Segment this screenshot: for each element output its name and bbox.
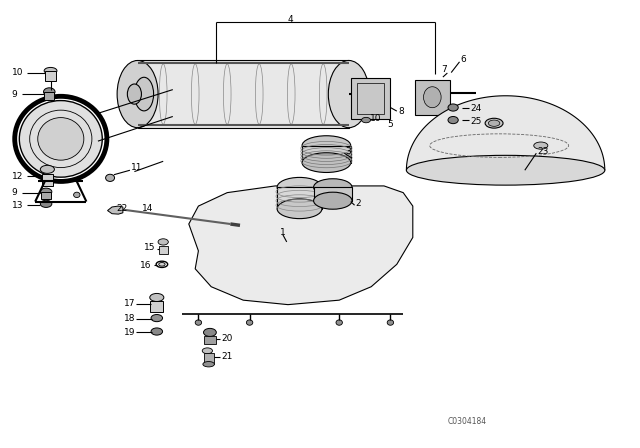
Ellipse shape — [74, 192, 80, 198]
Ellipse shape — [150, 293, 164, 302]
Text: 7: 7 — [442, 65, 447, 74]
Text: 1: 1 — [280, 228, 286, 237]
Text: 19: 19 — [124, 328, 135, 337]
Ellipse shape — [448, 116, 458, 124]
Ellipse shape — [127, 84, 141, 104]
Text: 6: 6 — [461, 55, 467, 64]
Ellipse shape — [424, 87, 441, 108]
Polygon shape — [44, 92, 54, 100]
Text: C0304184: C0304184 — [448, 417, 487, 426]
Ellipse shape — [328, 60, 369, 128]
Text: 16: 16 — [140, 261, 151, 270]
Ellipse shape — [203, 362, 214, 367]
Text: 25: 25 — [470, 117, 482, 126]
Polygon shape — [277, 187, 322, 209]
Ellipse shape — [277, 177, 322, 197]
Text: 8: 8 — [398, 107, 404, 116]
Ellipse shape — [159, 263, 165, 266]
Ellipse shape — [42, 192, 48, 198]
Text: 21: 21 — [221, 352, 233, 361]
Text: 9: 9 — [12, 90, 17, 99]
Text: 24: 24 — [470, 104, 482, 113]
Text: 10: 10 — [12, 68, 23, 77]
Text: 14: 14 — [142, 204, 154, 213]
Polygon shape — [159, 246, 168, 254]
Polygon shape — [351, 78, 390, 119]
Text: 9: 9 — [12, 188, 17, 197]
Text: 3: 3 — [346, 147, 351, 156]
Ellipse shape — [19, 100, 102, 177]
Ellipse shape — [302, 153, 351, 172]
Text: 18: 18 — [124, 314, 135, 323]
Ellipse shape — [106, 174, 115, 181]
Polygon shape — [314, 187, 352, 201]
Polygon shape — [189, 186, 413, 305]
Ellipse shape — [302, 136, 351, 155]
Ellipse shape — [195, 320, 202, 325]
Ellipse shape — [151, 314, 163, 322]
Ellipse shape — [40, 188, 52, 195]
Ellipse shape — [336, 320, 342, 325]
Ellipse shape — [40, 200, 52, 207]
Ellipse shape — [134, 77, 154, 111]
Text: 4: 4 — [288, 15, 294, 24]
Polygon shape — [108, 206, 123, 214]
Polygon shape — [204, 353, 214, 364]
Polygon shape — [204, 336, 216, 344]
Ellipse shape — [448, 104, 458, 111]
Ellipse shape — [38, 117, 84, 160]
Text: 12: 12 — [12, 172, 23, 181]
Text: 10: 10 — [370, 114, 381, 123]
Ellipse shape — [314, 192, 352, 209]
Text: 22: 22 — [116, 204, 128, 213]
Ellipse shape — [246, 320, 253, 325]
Ellipse shape — [117, 60, 158, 128]
Ellipse shape — [488, 120, 500, 126]
Ellipse shape — [314, 179, 352, 196]
Text: 5: 5 — [387, 120, 393, 129]
Polygon shape — [138, 60, 349, 128]
Polygon shape — [45, 71, 56, 81]
Text: 2: 2 — [355, 199, 361, 208]
Polygon shape — [41, 192, 51, 199]
Ellipse shape — [202, 348, 212, 354]
Ellipse shape — [485, 118, 503, 128]
Ellipse shape — [534, 142, 548, 149]
Text: 15: 15 — [144, 243, 156, 252]
Ellipse shape — [387, 320, 394, 325]
Text: 23: 23 — [538, 147, 549, 156]
Ellipse shape — [44, 67, 57, 74]
Ellipse shape — [204, 328, 216, 336]
Text: 11: 11 — [131, 164, 142, 172]
Polygon shape — [42, 174, 53, 186]
Ellipse shape — [406, 155, 605, 185]
Ellipse shape — [44, 88, 55, 96]
Ellipse shape — [40, 165, 54, 173]
Ellipse shape — [158, 239, 168, 245]
Text: 17: 17 — [124, 299, 135, 308]
Polygon shape — [406, 96, 605, 170]
Polygon shape — [415, 80, 450, 115]
Ellipse shape — [151, 328, 163, 335]
Polygon shape — [150, 301, 163, 312]
Ellipse shape — [362, 117, 371, 123]
Text: 13: 13 — [12, 201, 23, 210]
Text: 20: 20 — [221, 334, 233, 343]
Ellipse shape — [277, 199, 322, 219]
Polygon shape — [302, 146, 351, 163]
